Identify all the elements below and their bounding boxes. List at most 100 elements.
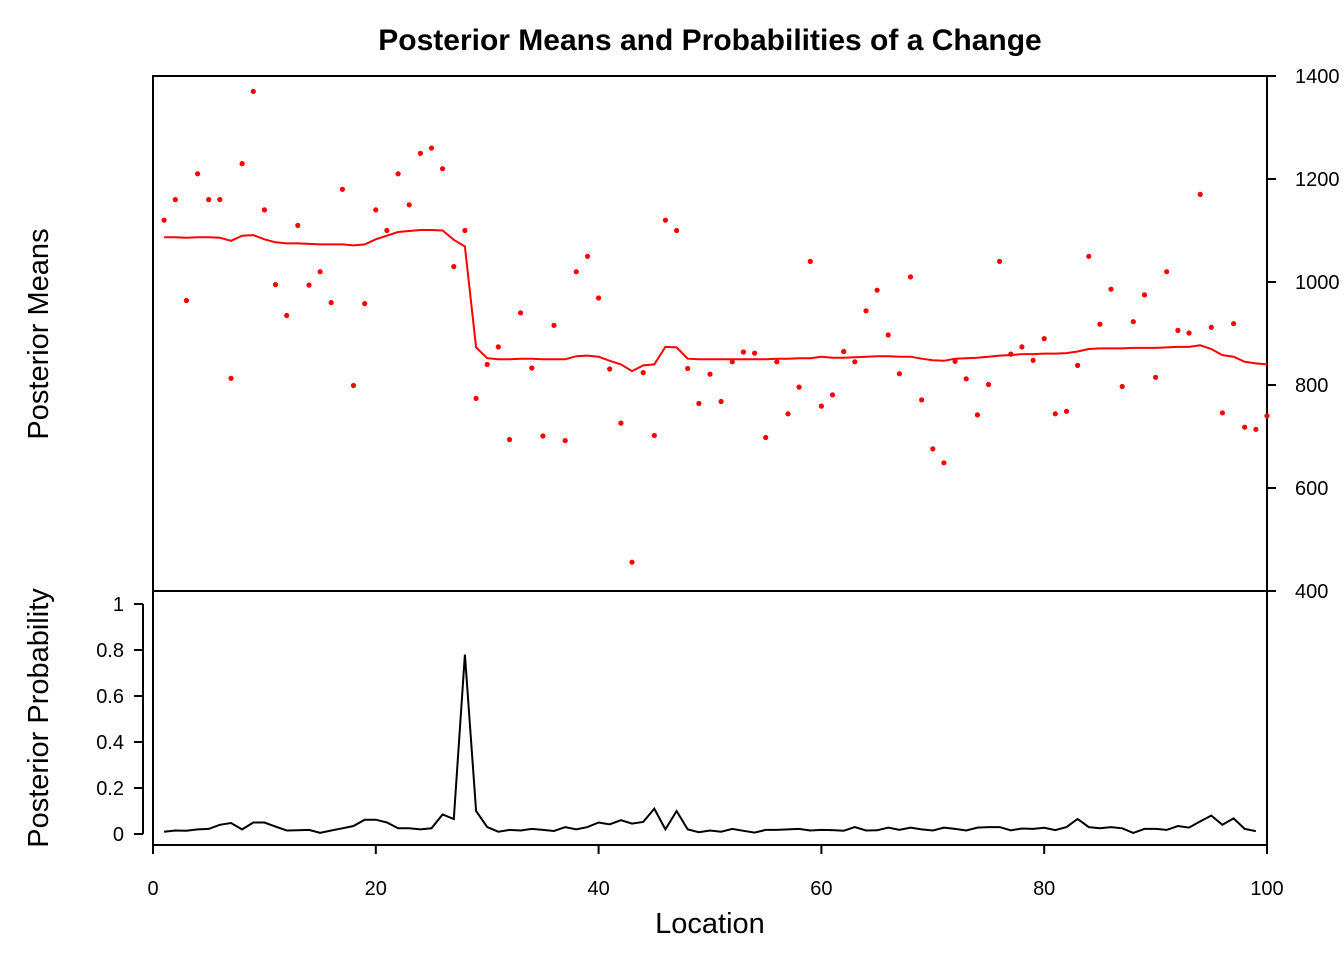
means-y-tick-label: 600 <box>1295 478 1328 500</box>
observed-point <box>217 197 223 203</box>
observed-point <box>284 312 290 319</box>
observed-point <box>362 301 368 307</box>
observed-point <box>428 145 435 151</box>
x-tick-label: 0 <box>147 878 158 900</box>
observed-point <box>963 376 969 382</box>
observed-point <box>1030 357 1036 363</box>
observed-point <box>195 171 201 177</box>
observed-point <box>707 371 713 377</box>
observed-point <box>651 432 657 439</box>
means-panel: 400 600 800 1000 1200 1400 Posterior Means <box>23 66 1340 603</box>
observed-point <box>1119 383 1125 390</box>
observed-point <box>985 381 992 388</box>
observed-point <box>440 166 446 172</box>
chart-title: Posterior Means and Probabilities of a C… <box>378 24 1041 57</box>
observed-point <box>540 433 546 439</box>
probability-y-tick-label: 0.8 <box>96 640 124 662</box>
observed-point <box>596 295 602 301</box>
observed-point <box>317 269 323 275</box>
observed-point <box>852 359 858 365</box>
observed-point <box>518 310 524 316</box>
observed-point <box>462 227 468 234</box>
observed-point <box>1231 321 1237 327</box>
observed-point <box>551 322 557 328</box>
observed-point <box>529 365 535 371</box>
observed-point <box>172 197 178 203</box>
observed-point <box>796 384 802 390</box>
probability-y-tick-label: 1 <box>113 594 124 616</box>
observed-point <box>941 460 947 466</box>
observed-point <box>1141 292 1148 298</box>
observed-point <box>930 446 936 452</box>
observed-point <box>1052 411 1058 417</box>
observed-point <box>261 207 267 213</box>
probability-y-tick-label: 0.2 <box>96 778 124 800</box>
x-tick-label: 80 <box>1033 878 1055 900</box>
observed-point <box>1108 286 1114 292</box>
observed-point <box>183 297 189 304</box>
posterior-probability-line <box>163 654 1257 834</box>
observed-point <box>740 349 747 355</box>
observed-point <box>395 171 401 177</box>
observed-point <box>618 420 624 426</box>
observed-point <box>339 186 345 192</box>
observed-point <box>674 227 680 234</box>
observed-point <box>250 88 256 94</box>
observed-point <box>584 253 591 259</box>
observed-point <box>763 434 769 441</box>
observed-point <box>952 358 958 364</box>
observed-point <box>1197 191 1203 197</box>
observed-point <box>607 366 613 372</box>
observed-point <box>484 361 490 367</box>
observed-point <box>306 282 312 288</box>
observed-point <box>1253 426 1259 432</box>
observed-point <box>640 370 646 376</box>
observed-point <box>1097 321 1103 327</box>
observed-point <box>919 397 925 403</box>
observed-point <box>774 359 780 365</box>
x-tick-label: 40 <box>587 878 609 900</box>
observed-points <box>161 88 1270 565</box>
observed-point <box>1264 413 1270 419</box>
observed-point <box>406 202 412 208</box>
means-y-axis: 400 600 800 1000 1200 1400 <box>1267 66 1340 603</box>
observed-point <box>818 403 825 409</box>
observed-point <box>1041 336 1047 342</box>
probability-y-tick-label: 0 <box>113 824 124 846</box>
x-axis-label: Location <box>655 908 765 940</box>
probability-plot-frame <box>152 590 1268 846</box>
observed-point <box>1175 327 1181 333</box>
probability-y-tick-label: 0.4 <box>96 732 124 754</box>
observed-point <box>807 258 813 264</box>
observed-point <box>384 227 390 234</box>
x-tick-label: 20 <box>365 878 387 900</box>
means-y-tick-label: 800 <box>1295 375 1328 397</box>
observed-point <box>874 287 880 293</box>
observed-point <box>1208 324 1214 330</box>
observed-point <box>272 282 279 288</box>
observed-point <box>473 395 479 401</box>
observed-point <box>1164 269 1170 275</box>
observed-point <box>629 559 635 565</box>
observed-point <box>573 269 579 275</box>
observed-point <box>885 332 891 338</box>
observed-point <box>295 222 301 228</box>
observed-point <box>328 300 334 306</box>
observed-point <box>729 359 735 365</box>
observed-point <box>863 308 869 314</box>
observed-point <box>718 398 724 405</box>
observed-point <box>662 217 669 223</box>
observed-point <box>373 207 379 213</box>
observed-point <box>785 411 791 417</box>
posterior-mean-line <box>164 229 1268 373</box>
probability-panel: 0 0.2 0.4 0.6 0.8 1 Posterior Probability <box>23 588 1268 848</box>
observed-point <box>451 264 457 270</box>
observed-point <box>1086 253 1092 259</box>
means-y-tick-label: 1200 <box>1295 169 1340 191</box>
observed-point <box>239 161 245 167</box>
x-tick-label: 60 <box>810 878 832 900</box>
observed-point <box>350 382 357 389</box>
observed-point <box>161 217 167 223</box>
x-tick-label: 100 <box>1250 878 1283 900</box>
observed-point <box>206 197 212 203</box>
